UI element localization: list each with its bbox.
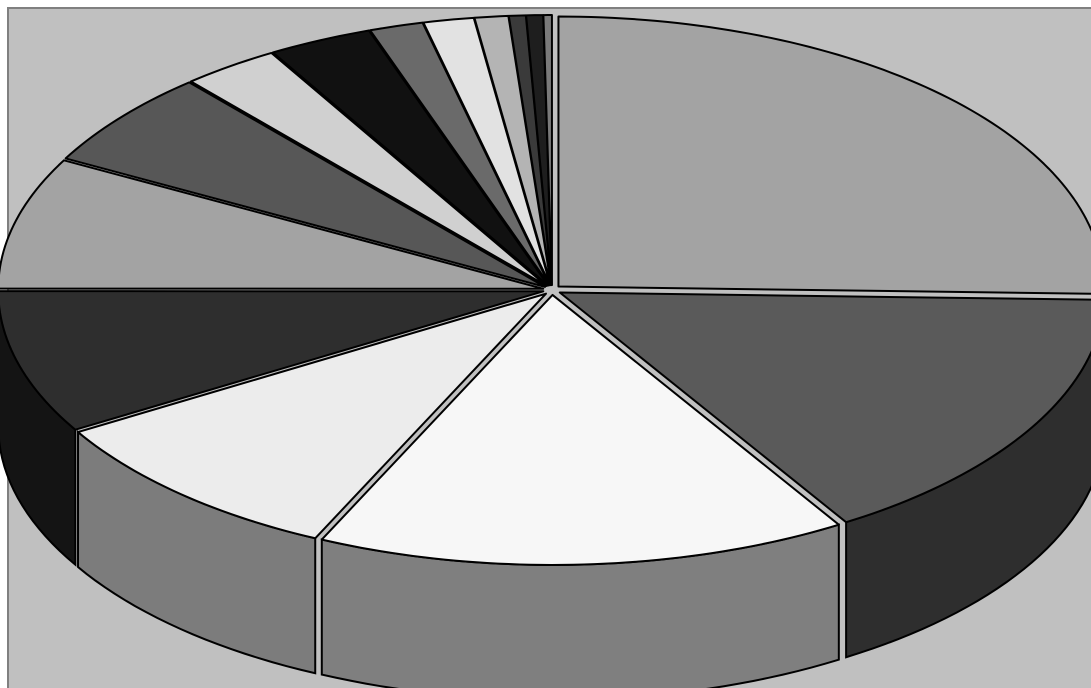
pie-slice-11 (422, 16, 552, 287)
pie-slice-7 (64, 81, 546, 288)
pie-slice-8 (189, 51, 548, 287)
pie-slice-15 (542, 14, 553, 287)
pie-slice-10 (369, 21, 551, 287)
pie-slice-4 (77, 292, 547, 540)
pie-slice-6 (0, 159, 545, 290)
pie-slice-3 (320, 293, 840, 566)
pie-slice-9 (271, 29, 550, 287)
pie-slice-2 (558, 291, 1091, 524)
pie-slice-5 (0, 290, 545, 431)
pie-slice-1 (557, 15, 1091, 295)
pie-tops (0, 14, 1091, 566)
pie-sides (0, 304, 1091, 688)
